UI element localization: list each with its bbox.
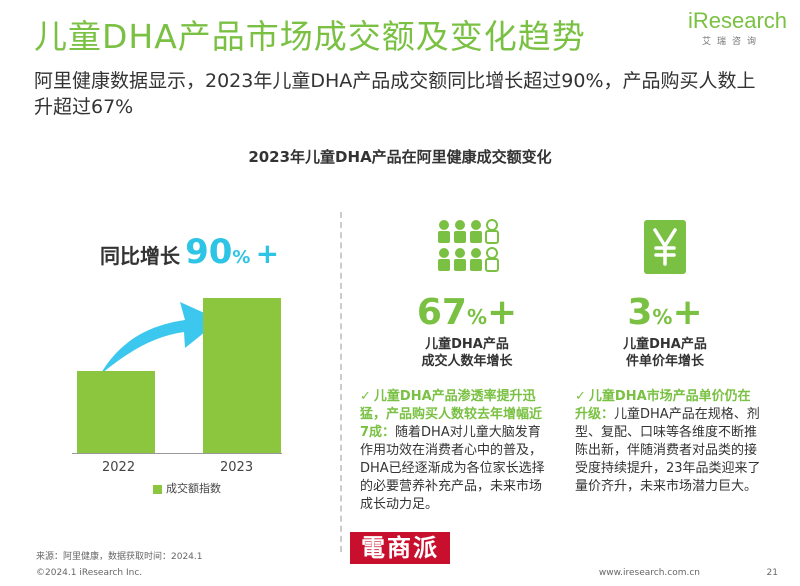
growth-callout: 同比增长 90% + — [100, 232, 279, 272]
page-number: 21 — [766, 568, 778, 578]
bar-2023 — [203, 298, 281, 453]
legend-swatch — [153, 484, 162, 494]
growth-plus: + — [255, 237, 280, 270]
stat-number-price: 3%+ — [580, 292, 750, 333]
growth-arrow-icon — [100, 302, 220, 375]
stat-label-line: 成交人数年增长 — [421, 354, 513, 369]
copyright: ©2024.1 iResearch Inc. — [36, 568, 143, 578]
iresearch-logo: iResearch 艾瑞咨询 — [688, 8, 788, 47]
growth-number: 90 — [185, 232, 233, 272]
insight-price: ✓ 儿童DHA市场产品单价仍在升级：儿童DHA产品在规格、剂型、复配、口味等各维度… — [575, 388, 763, 496]
x-axis — [72, 453, 282, 454]
page-title: 儿童DHA产品市场成交额及变化趋势 — [34, 17, 586, 56]
insight-buyers: ✓ 儿童DHA产品渗透率提升迅猛，产品购买人数较去年增幅近7成：随着DHA对儿童大… — [360, 388, 550, 514]
x-tick-label: 2023 — [220, 460, 254, 475]
chart-legend: 成交额指数 — [153, 480, 221, 496]
stat-unit: % — [466, 305, 487, 329]
stat-plus: + — [486, 292, 518, 333]
stat-label-line: 儿童DHA产品 — [425, 337, 509, 352]
growth-label: 同比增长 — [100, 244, 180, 268]
check-icon: ✓ — [360, 389, 371, 404]
stat-label-price: 儿童DHA产品 件单价年增长 — [580, 336, 750, 370]
stat-value: 67 — [416, 292, 467, 333]
insight-highlight: 儿童DHA产品渗透率提升迅猛，产品购买人数较去年增幅近7成： — [360, 389, 543, 440]
insight-text: 儿童DHA产品在规格、剂型、复配、口味等各维度不断推陈出新，伴随消费者对品类的接… — [575, 407, 761, 494]
x-tick-label: 2022 — [102, 460, 136, 475]
watermark-stamp: 電商派 — [350, 532, 450, 564]
stat-label-line: 儿童DHA产品 — [623, 337, 707, 352]
stat-unit: % — [652, 305, 673, 329]
page-subtitle: 阿里健康数据显示，2023年儿童DHA产品成交额同比增长超过90%，产品购买人数… — [34, 70, 756, 118]
logo-subtext: 艾瑞咨询 — [701, 37, 762, 47]
bar-2022 — [77, 371, 155, 453]
stat-label-buyers: 儿童DHA产品 成交人数年增长 — [382, 336, 552, 370]
stat-value: 3 — [627, 292, 653, 333]
column-divider — [340, 212, 342, 552]
logo-text: iResearch — [688, 8, 788, 33]
insight-text: 随着DHA对儿童大脑发育作用功效在消费者心中的普及，DHA已经逐渐成为各位家长选… — [360, 425, 545, 512]
website-url: www.iresearch.com.cn — [598, 568, 700, 578]
legend-label: 成交额指数 — [166, 482, 221, 495]
source-note: 来源：阿里健康，数据获取时间：2024.1 — [36, 552, 203, 562]
stat-number-buyers: 67%+ — [382, 292, 552, 333]
yen-icon — [644, 220, 686, 274]
insight-highlight: 儿童DHA市场产品单价仍在升级： — [575, 389, 751, 422]
chart-title: 2023年儿童DHA产品在阿里健康成交额变化 — [248, 148, 552, 166]
stat-label-line: 件单价年增长 — [625, 354, 704, 369]
people-icon — [438, 219, 499, 272]
growth-unit: % — [232, 247, 251, 268]
check-icon: ✓ — [575, 389, 586, 404]
stat-plus: + — [672, 292, 703, 333]
